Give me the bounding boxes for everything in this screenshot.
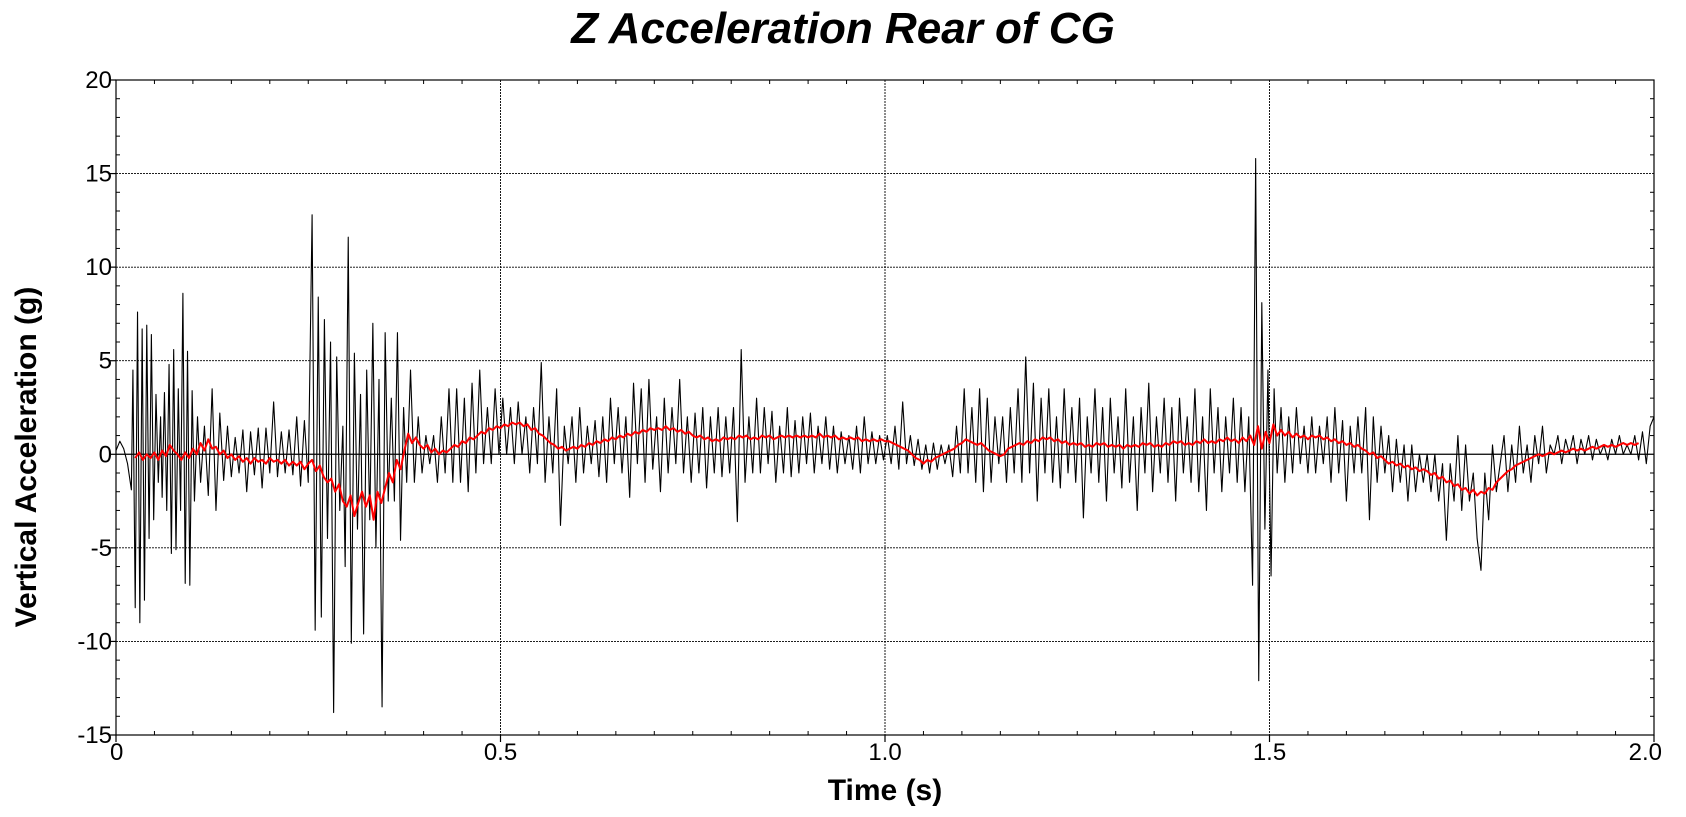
- x-tick-label: 2.0: [1629, 739, 1662, 766]
- chart-title: Z Acceleration Rear of CG: [571, 4, 1115, 53]
- plot-frame: [115, 79, 1655, 736]
- series-line-black: [115, 158, 1655, 714]
- series-line-red: [134, 421, 1640, 521]
- y-tick-label: 20: [85, 67, 112, 94]
- x-tick-label: 1.5: [1253, 739, 1286, 766]
- y-tick-label: 0: [99, 441, 112, 468]
- x-tick-label: 0: [110, 739, 123, 766]
- y-tick-label: -10: [77, 628, 112, 655]
- y-tick-label: 5: [99, 348, 112, 375]
- y-tick-label: 10: [85, 254, 112, 281]
- y-tick-label: -5: [91, 535, 112, 562]
- y-axis-label: Vertical Acceleration (g): [10, 286, 43, 628]
- x-tick-label: 0.5: [484, 739, 517, 766]
- x-tick-label: 1.0: [868, 739, 901, 766]
- y-tick-label: -15: [77, 722, 112, 749]
- y-tick-label: 15: [85, 161, 112, 188]
- x-axis-label: Time (s): [827, 774, 943, 807]
